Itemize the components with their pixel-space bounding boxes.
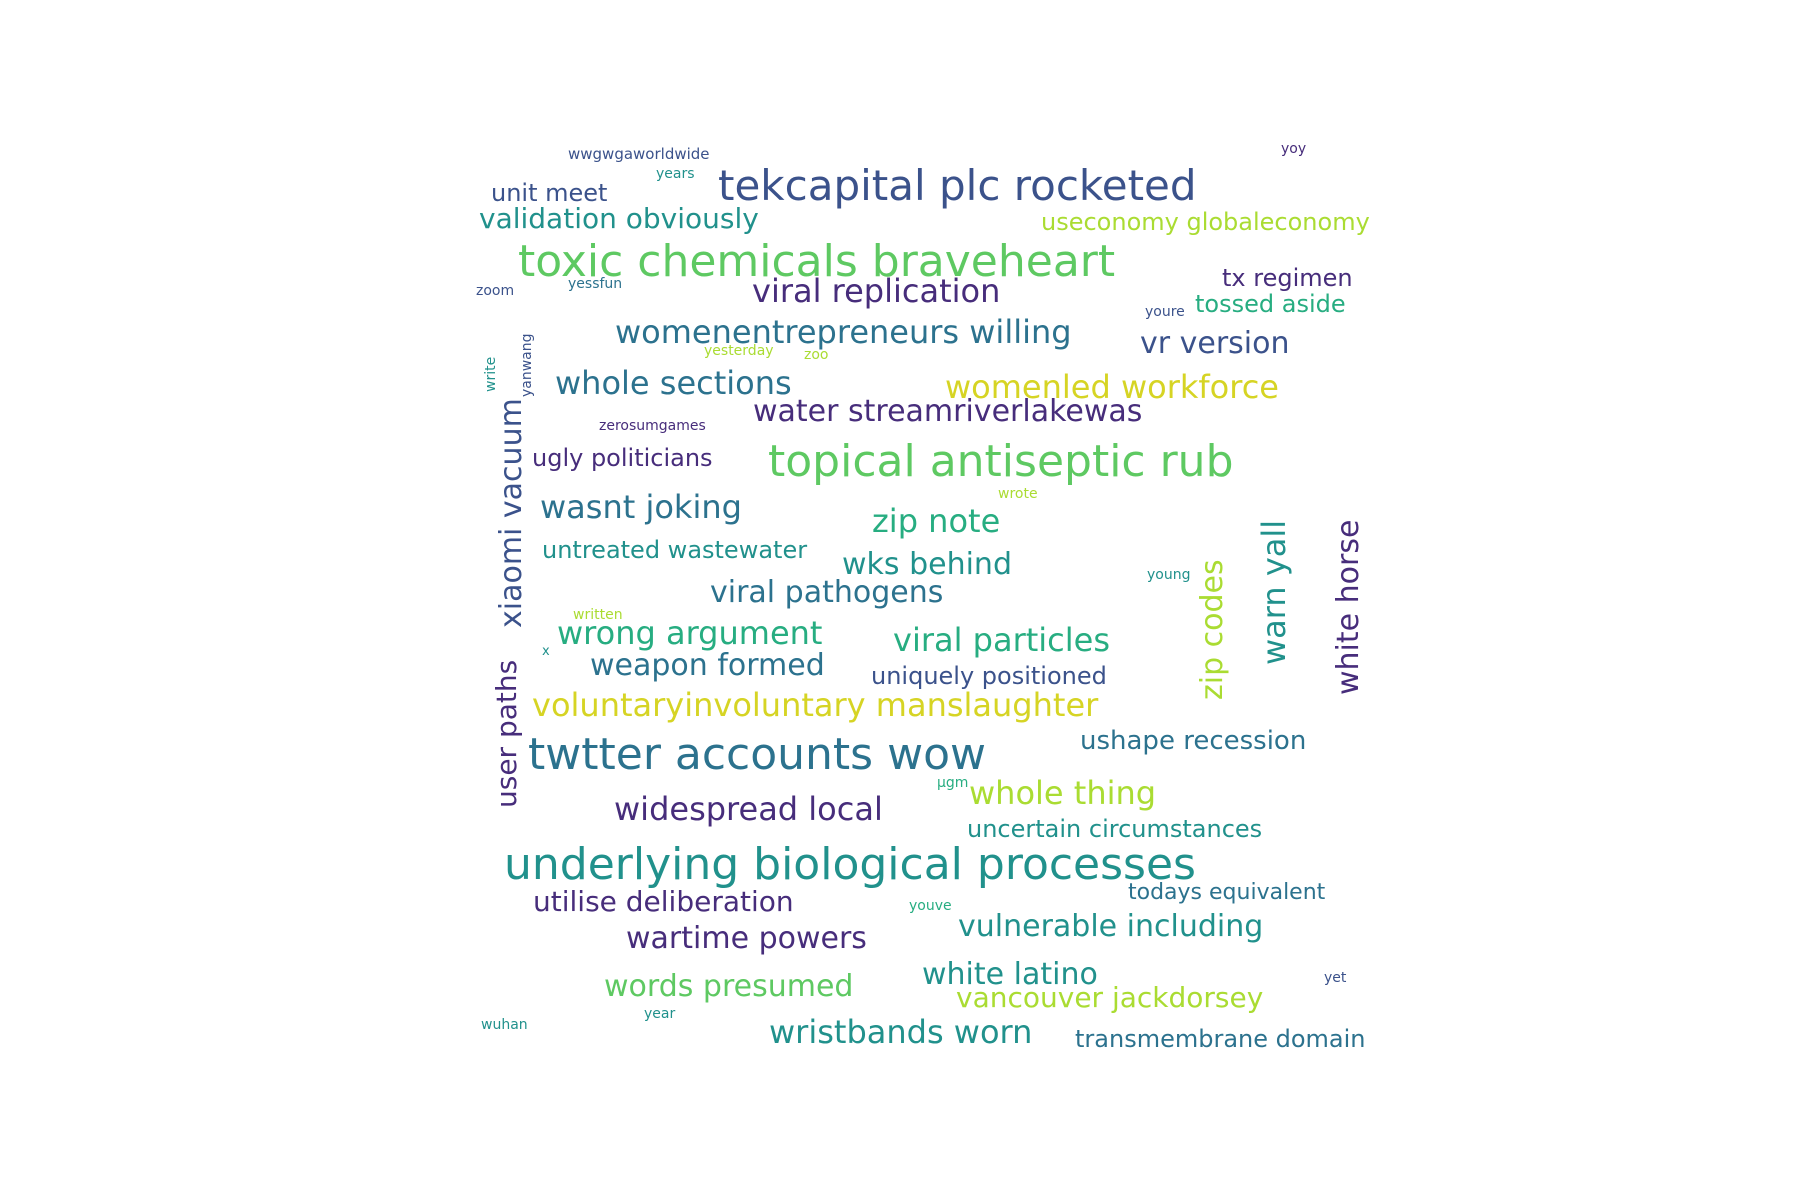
cloud-word-x-59: x	[542, 644, 550, 659]
cloud-word-zerosumgames-55: zerosumgames	[599, 418, 706, 434]
cloud-word-zip-codes-42: zip codes	[1195, 559, 1230, 700]
cloud-word-voluntaryinvoluntary-manslaughter-26: voluntaryinvoluntary manslaughter	[532, 686, 1099, 724]
cloud-word-twtter-accounts-wow-3: twtter accounts wow	[528, 729, 986, 780]
cloud-word-white-horse-44: white horse	[1331, 519, 1366, 695]
cloud-word-uncertain-circumstances-30: uncertain circumstances	[967, 815, 1263, 843]
cloud-word-white-latino-35: white latino	[922, 957, 1098, 992]
cloud-word-todays-equivalent-31: todays equivalent	[1128, 880, 1326, 905]
cloud-word-useconomy-globaleconomy-7: useconomy globaleconomy	[1041, 208, 1370, 236]
cloud-word-yanwang-46: yanwang	[519, 333, 535, 397]
cloud-word-unit-meet-5: unit meet	[491, 179, 608, 207]
cloud-word-underlying-biological-processes-4: underlying biological processes	[504, 839, 1196, 890]
cloud-word-wrong-argument-22: wrong argument	[557, 614, 823, 652]
cloud-word-water-streamriverlakewas-15: water streamriverlakewas	[753, 394, 1143, 429]
cloud-word-warn-yall-43: warn yall	[1255, 519, 1293, 665]
cloud-word-untreated-wastewater-19: untreated wastewater	[542, 536, 808, 564]
cloud-word-viral-pathogens-21: viral pathogens	[710, 575, 944, 610]
cloud-word-wrote-56: wrote	[998, 486, 1038, 502]
cloud-word-youve-61: youve	[909, 898, 952, 914]
cloud-word-womenentrepreneurs-willing-11: womenentrepreneurs willing	[615, 313, 1072, 351]
cloud-word-years-48: years	[656, 166, 695, 182]
cloud-word-viral-replication-8: viral replication	[752, 272, 1001, 310]
cloud-word-wks-behind-20: wks behind	[842, 547, 1012, 582]
cloud-word-young-57: young	[1147, 567, 1191, 583]
cloud-word-wwgwgaworldwide-47: wwgwgaworldwide	[568, 145, 710, 163]
cloud-word-utilise-deliberation-32: utilise deliberation	[533, 885, 794, 918]
cloud-word-viral-particles-23: viral particles	[893, 621, 1111, 659]
cloud-word-wasnt-joking-17: wasnt joking	[540, 488, 742, 526]
cloud-word-yoy-49: yoy	[1281, 141, 1307, 157]
cloud-word-zoo-54: zoo	[804, 347, 829, 363]
cloud-word-write-45: write	[483, 356, 499, 392]
cloud-word-zoom-50: zoom	[476, 283, 515, 299]
cloud-word-topical-antiseptic-rub-2: topical antiseptic rub	[768, 436, 1234, 487]
cloud-word-whole-thing-28: whole thing	[969, 774, 1157, 812]
cloud-word-tekcapital-plc-rocketed-0: tekcapital plc rocketed	[718, 161, 1197, 210]
cloud-word-written-58: written	[573, 607, 623, 623]
cloud-word-vancouver-jackdorsey-37: vancouver jackdorsey	[956, 981, 1264, 1014]
cloud-word-user-paths-41: user paths	[490, 659, 523, 808]
cloud-word-wartime-powers-34: wartime powers	[626, 921, 867, 956]
cloud-word-uniquely-positioned-25: uniquely positioned	[871, 662, 1107, 690]
cloud-word-wristbands-worn-38: wristbands worn	[769, 1013, 1033, 1051]
cloud-word-words-presumed-36: words presumed	[604, 969, 854, 1004]
cloud-word-tx-regimen-9: tx regimen	[1222, 264, 1353, 292]
cloud-word-wuhan-64: wuhan	[481, 1017, 528, 1033]
cloud-word-ushape-recession-27: ushape recession	[1080, 726, 1307, 756]
cloud-word-vr-version-12: vr version	[1140, 326, 1290, 361]
cloud-word-ugly-politicians-16: ugly politicians	[532, 444, 713, 472]
cloud-word-yesterday-53: yesterday	[704, 343, 774, 359]
cloud-word-youre-52: youre	[1145, 304, 1185, 320]
cloud-word-tossed-aside-10: tossed aside	[1195, 290, 1346, 318]
cloud-word-xiaomi-vacuum-40: xiaomi vacuum	[494, 398, 529, 628]
cloud-word-whole-sections-13: whole sections	[555, 364, 792, 402]
cloud-word-gm-60: μgm	[937, 775, 969, 791]
cloud-word-yessfun-51: yessfun	[568, 276, 623, 292]
cloud-word-toxic-chemicals-braveheart-1: toxic chemicals braveheart	[518, 236, 1116, 287]
cloud-word-weapon-formed-24: weapon formed	[590, 648, 825, 683]
cloud-word-womenled-workforce-14: womenled workforce	[945, 368, 1279, 406]
cloud-word-zip-note-18: zip note	[872, 502, 1001, 540]
cloud-word-year-63: year	[644, 1006, 676, 1022]
cloud-word-transmembrane-domain-39: transmembrane domain	[1075, 1025, 1366, 1053]
cloud-word-widespread-local-29: widespread local	[614, 790, 883, 828]
cloud-word-vulnerable-including-33: vulnerable including	[958, 909, 1264, 944]
cloud-word-yet-62: yet	[1324, 970, 1347, 986]
cloud-word-validation-obviously-6: validation obviously	[479, 202, 759, 235]
